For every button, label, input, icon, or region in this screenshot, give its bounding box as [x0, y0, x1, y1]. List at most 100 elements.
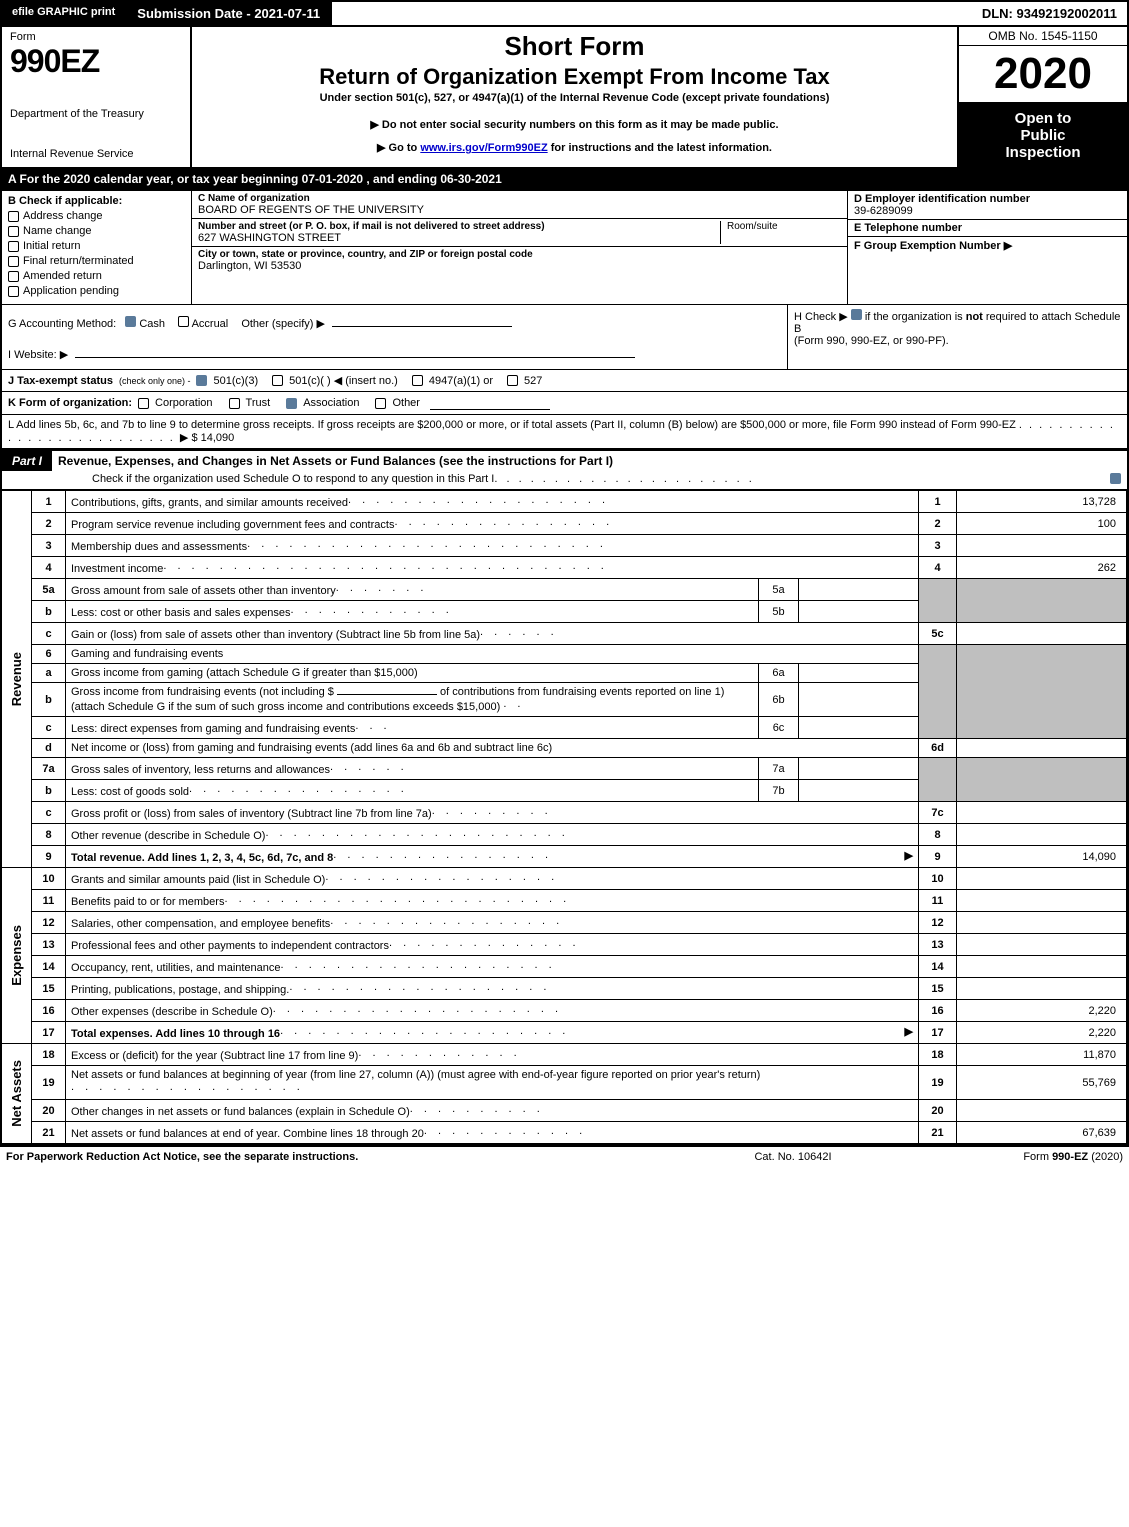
- l18-desc: Excess or (deficit) for the year (Subtra…: [71, 1050, 358, 1062]
- under-section: Under section 501(c), 527, or 4947(a)(1)…: [198, 92, 951, 104]
- l20-num: 20: [919, 1100, 957, 1122]
- l10-amt: [957, 868, 1127, 890]
- l21-amt: 67,639: [957, 1122, 1127, 1144]
- l5a-desc: Gross amount from sale of assets other t…: [71, 585, 336, 597]
- footer-catno: Cat. No. 10642I: [683, 1151, 903, 1163]
- l6c-sub: 6c: [759, 717, 799, 739]
- lbl-name-change: Name change: [23, 225, 92, 237]
- l5b-sub: 5b: [759, 601, 799, 623]
- org-name-label: C Name of organization: [198, 193, 841, 204]
- lbl-amended-return: Amended return: [23, 270, 102, 282]
- chk-4947[interactable]: [412, 375, 423, 386]
- short-form-title: Short Form: [198, 31, 951, 62]
- chk-amended-return[interactable]: [8, 271, 19, 282]
- l5c-desc: Gain or (loss) from sale of assets other…: [71, 629, 480, 641]
- accounting-method: G Accounting Method: Cash Accrual Other …: [2, 305, 787, 369]
- chk-schedule-o[interactable]: [1110, 473, 1121, 484]
- part-1-header: Part I Revenue, Expenses, and Changes in…: [2, 449, 1127, 490]
- l14-desc: Occupancy, rent, utilities, and maintena…: [71, 962, 281, 974]
- l18-no: 18: [32, 1044, 66, 1066]
- l15-num: 15: [919, 978, 957, 1000]
- chk-corp[interactable]: [138, 398, 149, 409]
- line-11: 11 Benefits paid to or for members . . .…: [2, 890, 1127, 912]
- footer-paperwork: For Paperwork Reduction Act Notice, see …: [6, 1151, 683, 1163]
- chk-accrual[interactable]: [178, 316, 189, 327]
- chk-other-org[interactable]: [375, 398, 386, 409]
- line-7a: 7a Gross sales of inventory, less return…: [2, 758, 1127, 780]
- footer-right-pre: Form: [1023, 1151, 1052, 1163]
- chk-trust[interactable]: [229, 398, 240, 409]
- l8-amt: [957, 824, 1127, 846]
- chk-cash[interactable]: [125, 316, 136, 327]
- chk-501c3[interactable]: [196, 375, 207, 386]
- g-other-input[interactable]: [332, 313, 512, 327]
- l9-desc: Total revenue. Add lines 1, 2, 3, 4, 5c,…: [71, 852, 333, 864]
- g-other: Other (specify) ▶: [241, 318, 325, 330]
- line-19: 19 Net assets or fund balances at beginn…: [2, 1066, 1127, 1100]
- chk-application-pending[interactable]: [8, 286, 19, 297]
- l6b-desc1: Gross income from fundraising events (no…: [71, 686, 334, 698]
- line-20: 20 Other changes in net assets or fund b…: [2, 1100, 1127, 1122]
- line-18: Net Assets 18 Excess or (deficit) for th…: [2, 1044, 1127, 1066]
- l19-no: 19: [32, 1066, 66, 1100]
- chk-initial-return[interactable]: [8, 241, 19, 252]
- l7b-no: b: [32, 780, 66, 802]
- l11-amt: [957, 890, 1127, 912]
- k-other-input[interactable]: [430, 396, 550, 410]
- open-line1: Open to: [963, 110, 1123, 127]
- efile-print-button[interactable]: efile GRAPHIC print: [2, 2, 127, 25]
- line-3: 3 Membership dues and assessments . . . …: [2, 535, 1127, 557]
- h-not: not: [966, 311, 983, 323]
- j-o1: 501(c)(3): [213, 375, 258, 387]
- irs-link[interactable]: www.irs.gov/Form990EZ: [420, 142, 547, 154]
- l5b-desc: Less: cost or other basis and sales expe…: [71, 607, 291, 619]
- ssn-warning: ▶ Do not enter social security numbers o…: [198, 118, 951, 131]
- l6b-amount-input[interactable]: [337, 694, 437, 695]
- k-assoc: Association: [303, 397, 359, 409]
- telephone-label: E Telephone number: [854, 222, 1121, 234]
- l5c-amt: [957, 623, 1127, 645]
- l15-desc: Printing, publications, postage, and shi…: [71, 984, 289, 996]
- open-to-public: Open to Public Inspection: [959, 104, 1127, 167]
- l15-no: 15: [32, 978, 66, 1000]
- l19-desc: Net assets or fund balances at beginning…: [71, 1069, 760, 1081]
- chk-h[interactable]: [851, 309, 862, 320]
- l6a-desc: Gross income from gaming (attach Schedul…: [71, 667, 418, 679]
- l6d-no: d: [32, 739, 66, 758]
- vlabel-net-assets: Net Assets: [7, 1054, 26, 1133]
- website-input[interactable]: [75, 344, 635, 358]
- lbl-application-pending: Application pending: [23, 285, 119, 297]
- l7c-amt: [957, 802, 1127, 824]
- chk-501c[interactable]: [272, 375, 283, 386]
- form-number: 990EZ: [10, 43, 182, 80]
- l10-no: 10: [32, 868, 66, 890]
- l4-desc: Investment income: [71, 563, 163, 575]
- l7b-desc: Less: cost of goods sold: [71, 786, 189, 798]
- part-1-title: Revenue, Expenses, and Changes in Net As…: [52, 451, 1127, 471]
- l6d-amt: [957, 739, 1127, 758]
- footer-right-form: 990-EZ: [1052, 1151, 1088, 1163]
- l21-no: 21: [32, 1122, 66, 1144]
- chk-address-change[interactable]: [8, 211, 19, 222]
- l4-amt: 262: [957, 557, 1127, 579]
- chk-final-return[interactable]: [8, 256, 19, 267]
- chk-527[interactable]: [507, 375, 518, 386]
- chk-assoc[interactable]: [286, 398, 297, 409]
- col-def: D Employer identification number 39-6289…: [847, 191, 1127, 304]
- l10-num: 10: [919, 868, 957, 890]
- l6a-no: a: [32, 664, 66, 683]
- row-g-h: G Accounting Method: Cash Accrual Other …: [2, 305, 1127, 370]
- ein-value: 39-6289099: [854, 205, 1121, 217]
- l-text: L Add lines 5b, 6c, and 7b to line 9 to …: [8, 419, 1016, 431]
- l7a-desc: Gross sales of inventory, less returns a…: [71, 764, 330, 776]
- l9-amt: 14,090: [957, 846, 1127, 868]
- l5a-sub: 5a: [759, 579, 799, 601]
- h-text1: H Check ▶: [794, 311, 851, 323]
- l-amount: ▶ $ 14,090: [180, 432, 234, 444]
- l18-amt: 11,870: [957, 1044, 1127, 1066]
- l3-num: 3: [919, 535, 957, 557]
- chk-name-change[interactable]: [8, 226, 19, 237]
- l8-desc: Other revenue (describe in Schedule O): [71, 830, 265, 842]
- l19-num: 19: [919, 1066, 957, 1100]
- l18-num: 18: [919, 1044, 957, 1066]
